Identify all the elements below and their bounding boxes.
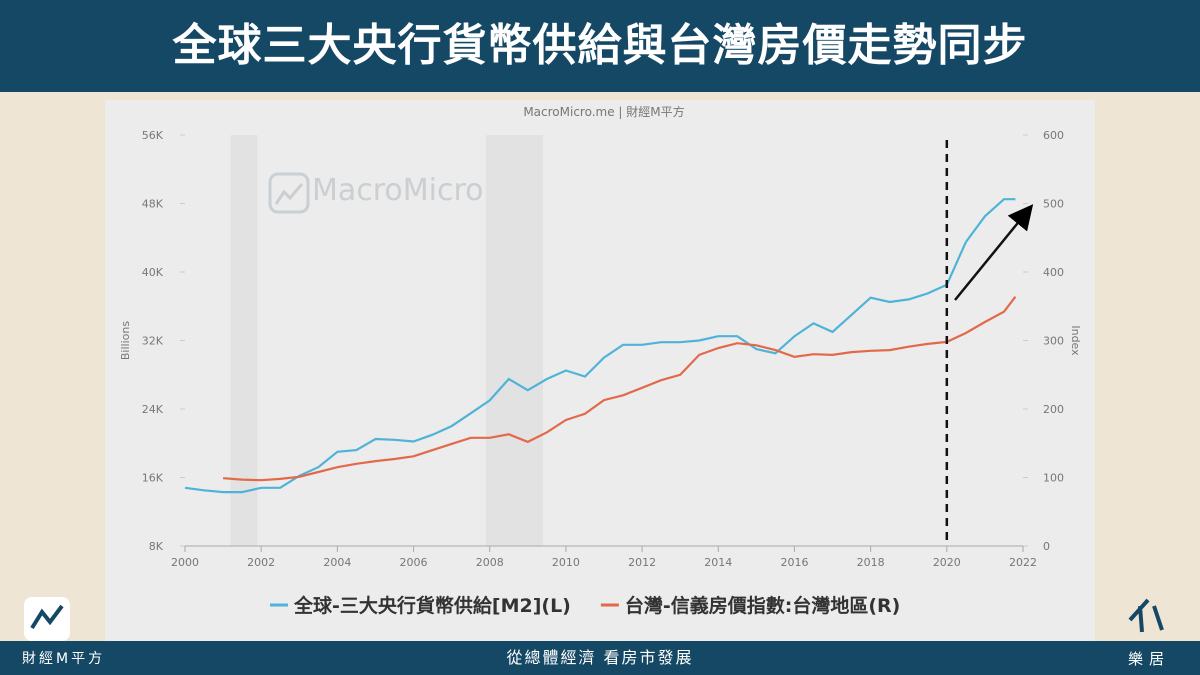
y-tick-label: 24K — [142, 403, 164, 416]
series-line — [184, 198, 1016, 494]
legend-label: 全球-三大央行貨幣供給[M2](L) — [293, 594, 571, 617]
x-tick-label: 2014 — [704, 556, 732, 569]
x-tick-label: 2006 — [400, 556, 428, 569]
x-tick-label: 2000 — [171, 556, 199, 569]
x-tick-label: 2022 — [1009, 556, 1037, 569]
x-tick-label: 2010 — [552, 556, 580, 569]
left-brand: 財經M平方 — [22, 651, 106, 667]
y-tick-label: 48K — [142, 198, 164, 211]
y2-axis-label: Index — [1069, 325, 1082, 356]
y-tick-label: 56K — [142, 129, 164, 142]
watermark: MacroMicro — [312, 173, 484, 208]
source: MacroMicro.me | 財經M平方 — [523, 104, 684, 119]
y2-tick-label: 400 — [1043, 266, 1064, 279]
series-line — [223, 296, 1017, 482]
legend-label: 台灣-信義房價指數:台灣地區(R) — [625, 594, 900, 617]
left-logo-mark — [30, 604, 64, 630]
x-tick-label: 2020 — [933, 556, 961, 569]
y2-tick-label: 500 — [1043, 198, 1064, 211]
x-tick-label: 2012 — [628, 556, 656, 569]
trend-arrow — [954, 204, 1034, 301]
x-tick-label: 2016 — [780, 556, 808, 569]
page-title: 全球三大央行貨幣供給與台灣房價走勢同步 — [172, 20, 1028, 71]
y-tick-label: 32K — [142, 335, 164, 348]
y2-tick-label: 600 — [1043, 129, 1064, 142]
y2-tick-label: 200 — [1043, 403, 1064, 416]
x-tick-label: 2004 — [323, 556, 351, 569]
footer-bar: 從總體經濟 看房市發展 — [0, 641, 1200, 675]
header-bar: 全球三大央行貨幣供給與台灣房價走勢同步 — [0, 0, 1200, 92]
y-tick-label: 8K — [149, 540, 164, 553]
x-tick-label: 2002 — [247, 556, 275, 569]
watermark-icon — [268, 172, 310, 214]
y2-tick-label: 0 — [1043, 540, 1050, 553]
y2-tick-label: 100 — [1043, 472, 1064, 485]
slogan: 從總體經濟 看房市發展 — [506, 648, 694, 667]
shaded-period — [485, 135, 544, 546]
y-axis-label: Billions — [119, 321, 132, 360]
right-brand: 樂居 — [1128, 650, 1171, 668]
y-tick-label: 16K — [142, 472, 164, 485]
shaded-period — [230, 135, 258, 546]
x-tick-label: 2018 — [857, 556, 885, 569]
right-logo-mark — [1128, 598, 1164, 633]
watermark-icon-line — [274, 183, 304, 205]
x-tick-label: 2008 — [476, 556, 504, 569]
y2-tick-label: 300 — [1043, 335, 1064, 348]
y-tick-label: 40K — [142, 266, 164, 279]
